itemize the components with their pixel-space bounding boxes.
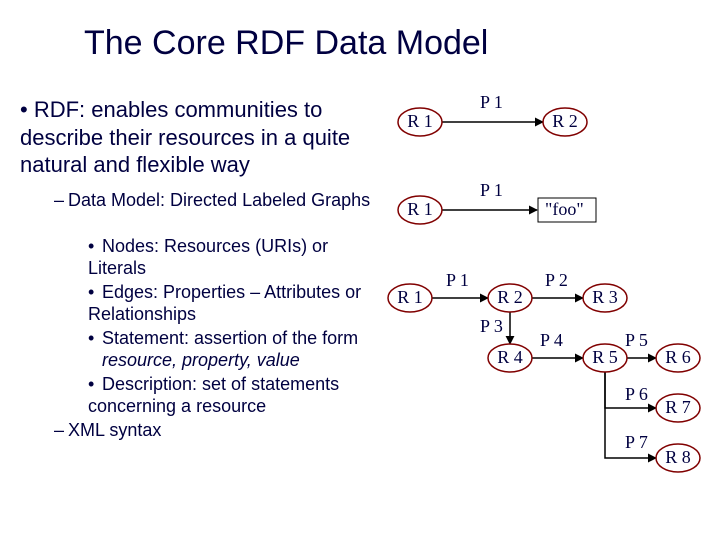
bullet-text: Data Model: Directed Labeled Graphs: [68, 190, 370, 210]
node-label: R 1: [407, 111, 433, 131]
bullet-sub-statement: •Statement: assertion of the form resour…: [88, 328, 358, 371]
node-label: R 3: [592, 287, 618, 307]
bullet-text: Edges: Properties – Attributes or Relati…: [88, 282, 361, 324]
bullet-text: Statement: assertion of the form: [102, 328, 358, 348]
bullet-text-em: resource, property, value: [88, 350, 300, 370]
dot-marker: •: [88, 374, 102, 396]
bullet-sub-edges: •Edges: Properties – Attributes or Relat…: [88, 282, 388, 325]
bullet-main: • RDF: enables communities to describe t…: [20, 96, 380, 179]
bullet-sub-xml: –XML syntax: [54, 420, 161, 442]
edge-label: P 2: [545, 270, 568, 290]
dot-marker: •: [88, 282, 102, 304]
node-label: R 4: [497, 347, 523, 367]
diagram-literal-edge: P 1 "foo" R 1: [380, 180, 640, 240]
node-label: R 2: [552, 111, 578, 131]
dot-marker: •: [88, 328, 102, 350]
node-label: R 1: [407, 199, 433, 219]
bullet-text: Description: set of statements concernin…: [88, 374, 339, 416]
edge-label: P 3: [480, 316, 503, 336]
bullet-text: RDF: enables communities to describe the…: [20, 97, 350, 177]
page-title: The Core RDF Data Model: [84, 24, 488, 63]
dash-marker: –: [54, 190, 68, 212]
diagram-graph: P 1 P 2 P 3 P 4 P 5 P 6 P 7 R 1 R 2 R 3 R 4 R 5 R 6 R…: [380, 268, 710, 498]
node-label: R 2: [497, 287, 523, 307]
edge-label: P 4: [540, 330, 563, 350]
bullet-marker: •: [20, 97, 28, 122]
edge-label: P 5: [625, 330, 648, 350]
dot-marker: •: [88, 236, 102, 258]
diagram-simple-edge: P 1 R 1 R 2: [380, 92, 610, 152]
dash-marker: –: [54, 420, 68, 442]
literal-label: "foo": [545, 199, 584, 219]
node-label: R 6: [665, 347, 691, 367]
node-label: R 7: [665, 397, 691, 417]
bullet-sub-description: •Description: set of statements concerni…: [88, 374, 388, 417]
bullet-text: Nodes: Resources (URIs) or Literals: [88, 236, 328, 278]
node-label: R 1: [397, 287, 423, 307]
bullet-text: XML syntax: [68, 420, 161, 440]
node-label: R 5: [592, 347, 618, 367]
edge-label: P 1: [446, 270, 469, 290]
edge-label: P 6: [625, 384, 648, 404]
bullet-sub-datamodel: –Data Model: Directed Labeled Graphs: [54, 190, 370, 212]
edge-label: P 7: [625, 432, 648, 452]
bullet-sub-nodes: •Nodes: Resources (URIs) or Literals: [88, 236, 388, 279]
edge-label: P 1: [480, 180, 503, 200]
node-label: R 8: [665, 447, 691, 467]
edge-label: P 1: [480, 92, 503, 112]
